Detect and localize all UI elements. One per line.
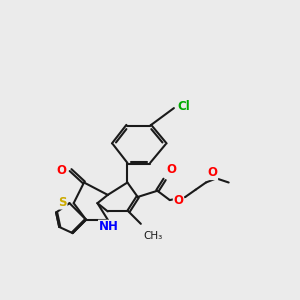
Text: S: S xyxy=(58,196,67,209)
Text: O: O xyxy=(166,163,176,176)
Text: O: O xyxy=(56,164,66,177)
Text: O: O xyxy=(208,167,218,179)
Text: NH: NH xyxy=(98,220,118,233)
Text: O: O xyxy=(173,194,184,207)
Text: Cl: Cl xyxy=(178,100,190,113)
Text: CH₃: CH₃ xyxy=(143,231,163,241)
